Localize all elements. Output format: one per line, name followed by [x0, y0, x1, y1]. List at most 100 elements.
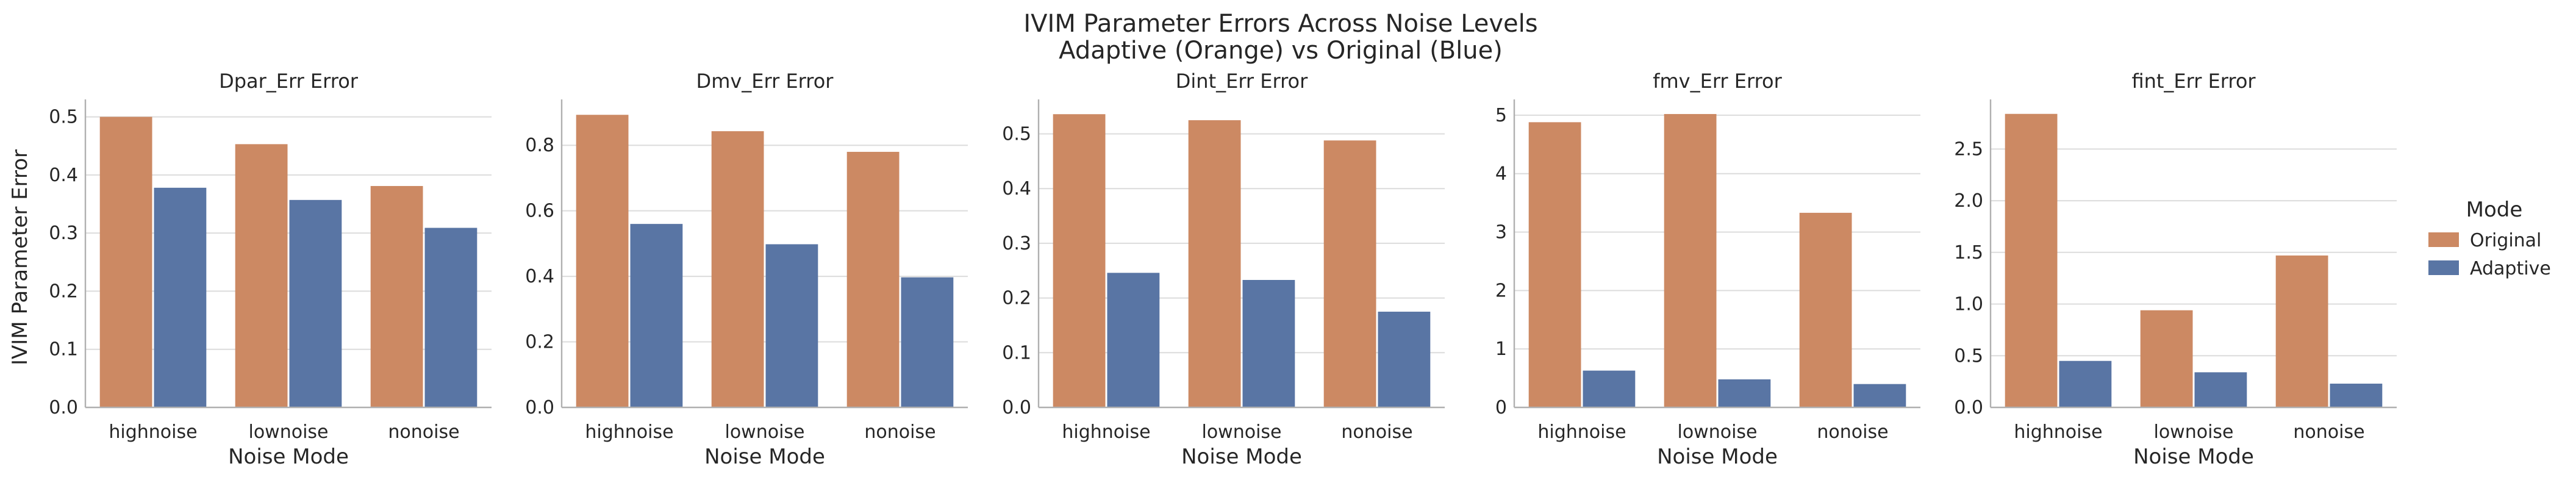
- y-tick-label: 0.6: [525, 201, 554, 222]
- panel-title: fmv_Err Error: [1653, 70, 1782, 93]
- bar-original-lownoise: [235, 144, 288, 407]
- panel-dmv-err-error: 0.0 0.2 0.4 0.6 0.8 highnoise lownoise nonoise D…: [525, 70, 968, 469]
- x-tick-label: nonoise: [864, 421, 936, 443]
- bar-adaptive-nonoise: [1378, 312, 1431, 407]
- y-tick-label: 5: [1495, 105, 1507, 126]
- y-tick-label: 0.4: [49, 165, 78, 186]
- bar-original-nonoise: [370, 185, 423, 407]
- bar-adaptive-highnoise: [2059, 360, 2112, 407]
- bar-adaptive-lownoise: [765, 244, 818, 407]
- bar-adaptive-nonoise: [901, 277, 954, 407]
- bar-original-nonoise: [2275, 255, 2328, 407]
- x-tick-label: nonoise: [1817, 421, 1888, 443]
- y-axis-label: IVIM Parameter Error: [8, 149, 32, 365]
- x-axis-label: Noise Mode: [704, 445, 825, 469]
- legend-swatch-original: [2428, 232, 2459, 247]
- y-tick-label: 0.2: [525, 332, 554, 353]
- x-tick-label: highnoise: [1537, 421, 1626, 443]
- panel-dint-err-error: 0.0 0.1 0.2 0.3 0.4 0.5 highnoise lownoise nonoi…: [1002, 70, 1445, 469]
- panel-title: fint_Err Error: [2131, 70, 2256, 93]
- chart-title-line1: IVIM Parameter Errors Across Noise Level…: [1023, 10, 1537, 38]
- bar-original-lownoise: [1664, 113, 1717, 407]
- y-tick-label: 1: [1495, 339, 1507, 360]
- y-tick-label: 0.4: [525, 266, 554, 287]
- x-axis-label: Noise Mode: [1181, 445, 1302, 469]
- x-tick-label: nonoise: [2293, 421, 2364, 443]
- y-tick-label: 0.1: [1002, 342, 1031, 364]
- bar-adaptive-highnoise: [630, 224, 683, 407]
- y-tick-label: 0.5: [1002, 124, 1031, 145]
- y-tick-label: 0: [1495, 397, 1507, 418]
- y-tick-label: 0.0: [49, 397, 78, 418]
- bar-original-nonoise: [846, 151, 900, 407]
- bar-original-lownoise: [2140, 310, 2193, 407]
- bar-original-highnoise: [2005, 113, 2058, 407]
- x-tick-label: nonoise: [1341, 421, 1412, 443]
- y-tick-label: 1.0: [1954, 294, 1983, 315]
- legend-label-adaptive: Adaptive: [2470, 258, 2551, 279]
- bar-adaptive-nonoise: [2330, 384, 2383, 407]
- x-axis-label: Noise Mode: [2133, 445, 2254, 469]
- panel-title: Dint_Err Error: [1176, 70, 1308, 93]
- panel-title: Dpar_Err Error: [219, 70, 359, 93]
- y-tick-label: 0.3: [49, 223, 78, 244]
- chart-title-line2: Adaptive (Orange) vs Original (Blue): [1059, 37, 1503, 65]
- bar-adaptive-nonoise: [424, 227, 478, 407]
- y-tick-label: 0.0: [525, 397, 554, 418]
- bar-adaptive-lownoise: [1718, 379, 1771, 407]
- y-tick-label: 0.2: [1002, 288, 1031, 309]
- x-axis-label: Noise Mode: [1657, 445, 1778, 469]
- panel-fint-err-error: 0.0 0.5 1.0 1.5 2.0 2.5 highnoise lownoise nonoi…: [1954, 70, 2397, 469]
- x-tick-label: highnoise: [2014, 421, 2102, 443]
- x-tick-label: nonoise: [388, 421, 459, 443]
- y-tick-label: 0.5: [1954, 345, 1983, 367]
- x-tick-label: lownoise: [2153, 421, 2233, 443]
- panel-dpar-err-error: 0.0 0.1 0.2 0.3 0.4 0.5 highnoise lownoise nonoi…: [49, 70, 492, 469]
- bar-original-lownoise: [711, 131, 764, 408]
- y-tick-label: 0.3: [1002, 233, 1031, 254]
- bar-adaptive-highnoise: [1107, 273, 1160, 407]
- bar-adaptive-lownoise: [289, 199, 342, 407]
- panel-fmv-err-error: 0 1 2 3 4 5 highnoise lownoise nonoise fmv_Err Er…: [1495, 70, 1920, 469]
- legend-title: Mode: [2466, 198, 2523, 222]
- bar-original-nonoise: [1799, 212, 1852, 407]
- legend-swatch-adaptive: [2428, 260, 2459, 275]
- bar-adaptive-lownoise: [1242, 280, 1295, 407]
- bar-original-highnoise: [576, 115, 629, 407]
- y-tick-label: 2.0: [1954, 190, 1983, 212]
- legend: Mode Original Adaptive: [2428, 198, 2551, 279]
- y-tick-label: 2.5: [1954, 138, 1983, 160]
- bar-original-nonoise: [1323, 140, 1376, 407]
- bar-adaptive-lownoise: [2194, 372, 2247, 407]
- x-tick-label: highnoise: [585, 421, 673, 443]
- y-tick-label: 2: [1495, 280, 1507, 301]
- y-tick-label: 0.4: [1002, 178, 1031, 199]
- bar-adaptive-highnoise: [1583, 370, 1636, 407]
- chart-panels: 0.0 0.1 0.2 0.3 0.4 0.5 highnoise lownoise nonoi…: [49, 70, 2397, 469]
- x-tick-label: lownoise: [248, 421, 328, 443]
- legend-label-original: Original: [2470, 230, 2541, 251]
- bar-original-highnoise: [1528, 122, 1581, 407]
- y-tick-label: 0.5: [49, 107, 78, 128]
- x-tick-label: lownoise: [1677, 421, 1757, 443]
- y-tick-label: 0.0: [1954, 397, 1983, 418]
- x-tick-label: lownoise: [1201, 421, 1281, 443]
- bar-adaptive-highnoise: [154, 187, 207, 407]
- bar-adaptive-nonoise: [1853, 384, 1906, 407]
- y-tick-label: 0.2: [49, 281, 78, 302]
- panel-title: Dmv_Err Error: [696, 70, 834, 93]
- y-tick-label: 0.1: [49, 339, 78, 360]
- y-tick-label: 1.5: [1954, 242, 1983, 263]
- x-tick-label: highnoise: [1062, 421, 1150, 443]
- y-tick-label: 4: [1495, 163, 1507, 185]
- y-tick-label: 0.8: [525, 135, 554, 156]
- bar-original-highnoise: [99, 116, 152, 407]
- x-axis-label: Noise Mode: [228, 445, 349, 469]
- bar-original-highnoise: [1053, 114, 1106, 407]
- y-tick-label: 3: [1495, 222, 1507, 243]
- bar-original-lownoise: [1188, 120, 1241, 407]
- x-tick-label: lownoise: [724, 421, 804, 443]
- x-tick-label: highnoise: [109, 421, 197, 443]
- y-tick-label: 0.0: [1002, 397, 1031, 418]
